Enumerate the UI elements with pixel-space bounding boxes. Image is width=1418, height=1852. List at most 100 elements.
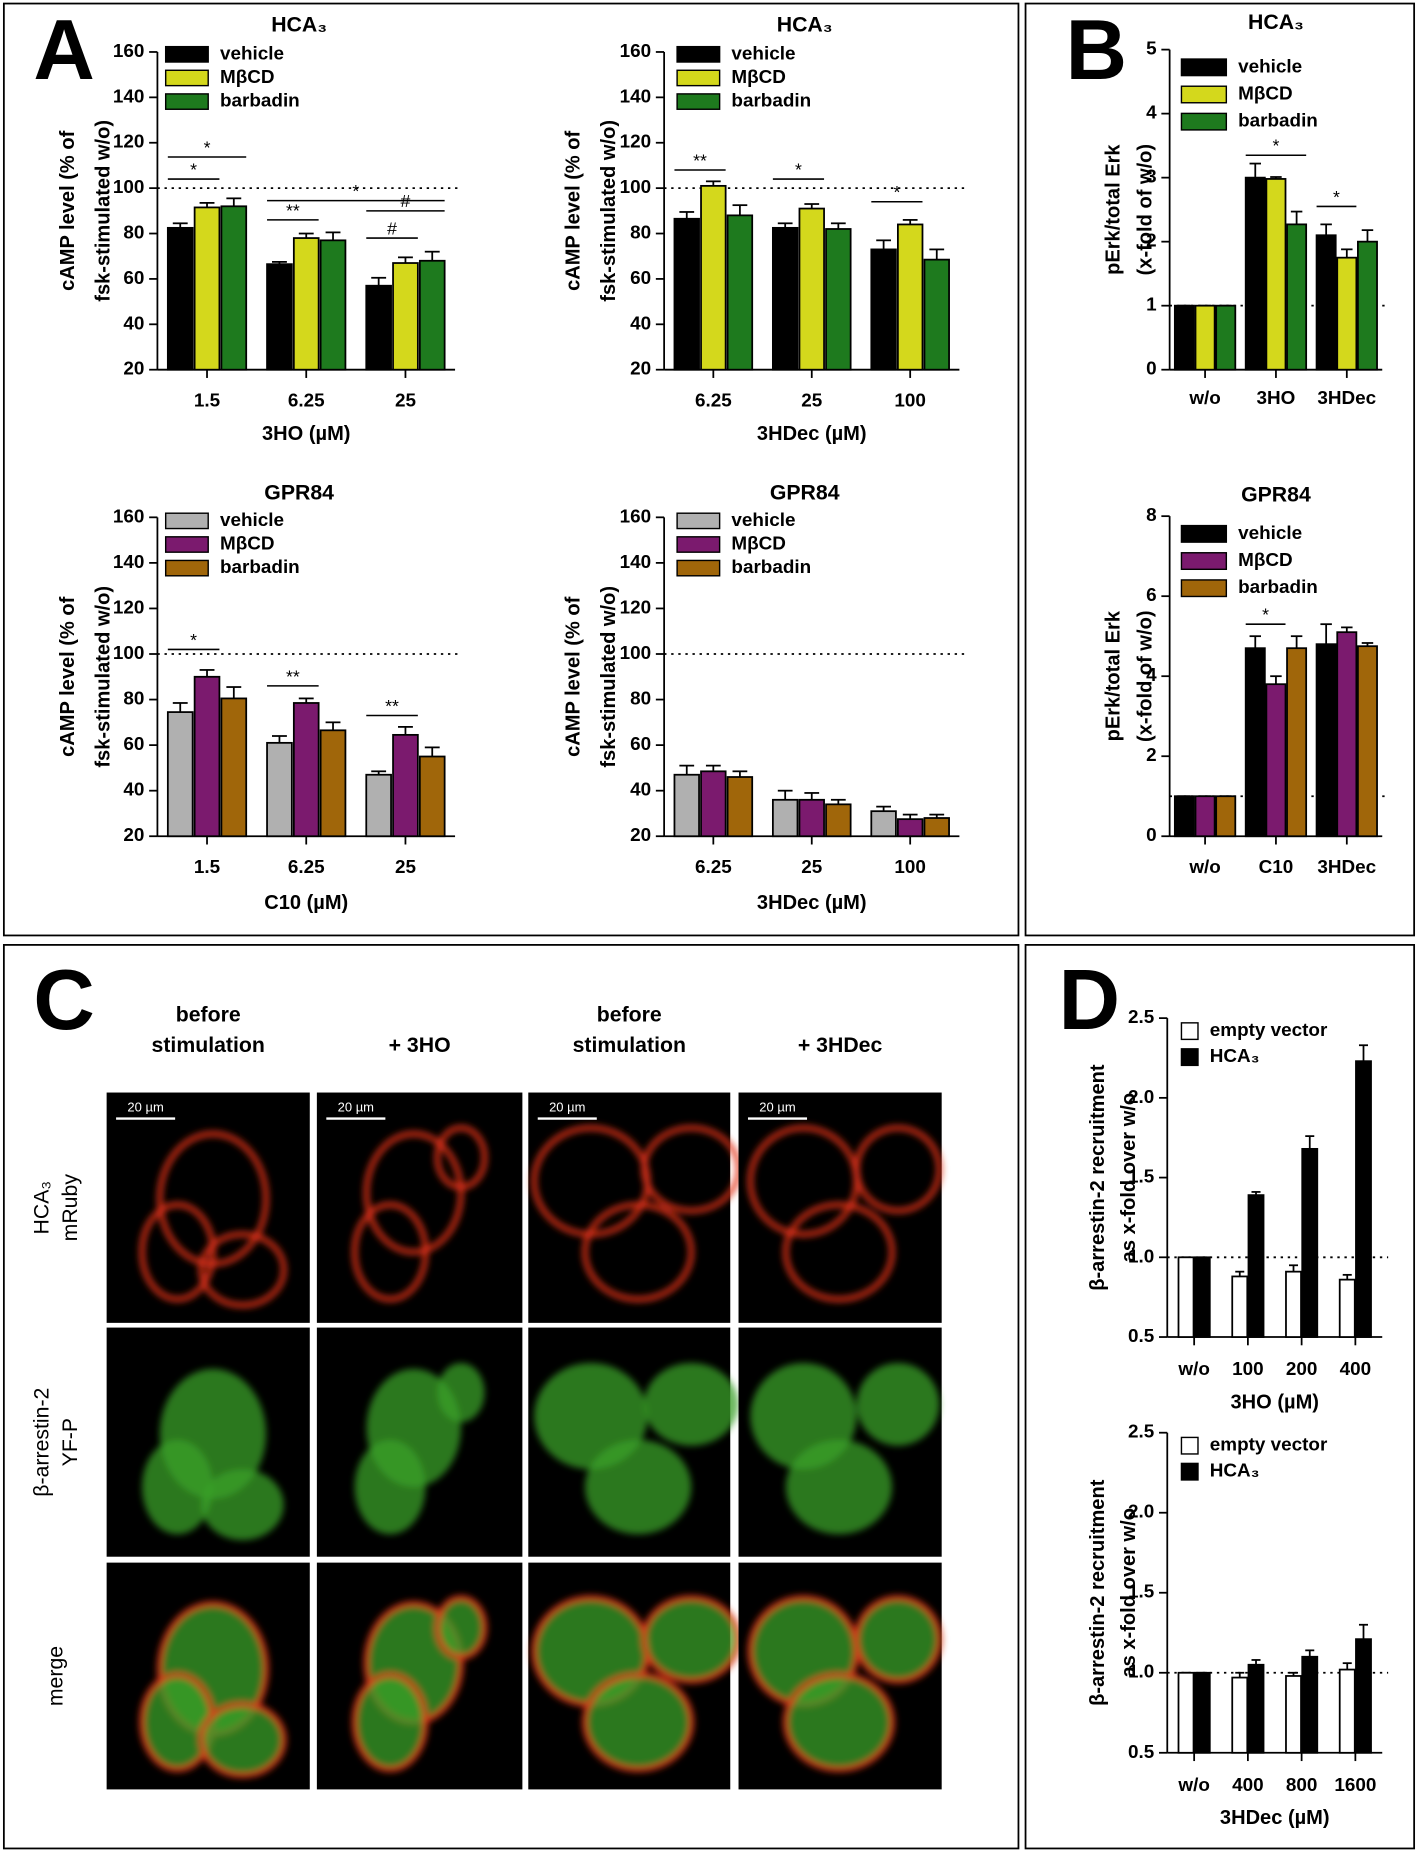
bar	[319, 239, 347, 371]
bar	[1285, 1270, 1302, 1338]
y-tick-label: 100	[113, 177, 144, 198]
y-tick-label: 40	[123, 313, 144, 334]
bar	[1244, 647, 1266, 838]
y-tick-label: 100	[620, 177, 652, 198]
significance-label: **	[693, 150, 707, 170]
cell	[354, 1439, 426, 1535]
bar	[392, 733, 419, 838]
y-tick-label: 120	[113, 132, 144, 153]
cell-membrane	[782, 1671, 896, 1773]
legend-label: MβCD	[1238, 83, 1293, 104]
y-tick-label: 160	[113, 506, 144, 527]
legend-swatch	[1180, 579, 1228, 598]
legend-swatch	[676, 69, 721, 87]
x-axis-label: 3HO (µM)	[262, 423, 350, 445]
y-tick-label: 20	[630, 825, 651, 846]
y-tick-label: 6	[1146, 585, 1157, 606]
y-tick-label: 20	[630, 359, 651, 380]
x-tick-label: 25	[801, 857, 822, 878]
chart-title: HCA₃	[1248, 10, 1304, 34]
bar	[798, 207, 825, 371]
panel-label: A	[33, 3, 94, 98]
significance-label: **	[385, 696, 399, 716]
x-tick-label: w/o	[1177, 1775, 1209, 1796]
bar	[870, 248, 897, 371]
significance-label: *	[1262, 605, 1269, 625]
bar	[1194, 304, 1216, 371]
x-tick-label: 6.25	[288, 391, 325, 412]
bar	[1265, 683, 1287, 838]
legend-label: barbadin	[220, 557, 300, 578]
y-tick-label: 0	[1146, 359, 1157, 380]
bar	[193, 206, 221, 371]
y-tick-label: 100	[620, 643, 652, 664]
bar	[700, 184, 727, 371]
y-tick-label: 1.5	[1128, 1167, 1154, 1188]
legend-swatch	[676, 536, 721, 553]
column-header: + 3HDec	[798, 1033, 883, 1057]
row-label: merge	[44, 1646, 68, 1706]
x-tick-label: 100	[894, 391, 926, 412]
legend-label: HCA₃	[1210, 1046, 1260, 1067]
cell	[354, 1674, 426, 1770]
y-tick-label: 0	[1146, 825, 1157, 846]
legend-swatch	[676, 512, 721, 530]
x-tick-label: 1.5	[194, 391, 220, 412]
legend-swatch	[164, 536, 209, 553]
bar	[418, 755, 446, 838]
scale-bar-label: 20 µm	[549, 1099, 585, 1114]
bar	[673, 773, 700, 838]
legend-label: MβCD	[731, 533, 786, 554]
legend-label: vehicle	[731, 510, 795, 531]
y-tick-label: 1.0	[1128, 1662, 1154, 1683]
bar	[1355, 1060, 1372, 1338]
significance-label: *	[795, 159, 802, 179]
y-tick-label: 2.5	[1128, 1422, 1154, 1443]
bar	[292, 237, 320, 371]
scale-bar-label: 20 µm	[338, 1099, 374, 1114]
cell	[584, 1439, 692, 1535]
bar	[1193, 1256, 1211, 1338]
bar	[1338, 1668, 1356, 1754]
legend-label: barbadin	[731, 91, 811, 112]
chart-title: HCA₃	[271, 13, 327, 37]
bar	[166, 226, 194, 371]
bar	[1177, 1671, 1195, 1754]
bar	[870, 810, 897, 838]
y-tick-label: 4	[1146, 103, 1157, 124]
y-tick-label: 5	[1146, 39, 1157, 60]
cells	[142, 1368, 284, 1541]
legend-swatch	[164, 559, 209, 577]
y-axis-label: fsk-stimulated w/o)	[598, 586, 620, 768]
row-label: β-arrestin-2	[29, 1388, 53, 1497]
cell	[437, 1363, 485, 1423]
bar	[896, 818, 924, 838]
legend-swatch	[164, 93, 209, 110]
significance-label: #	[401, 191, 411, 211]
bar	[798, 798, 825, 838]
legend-swatch	[1180, 85, 1228, 104]
bar	[1173, 795, 1195, 838]
bar	[418, 259, 446, 371]
legend-swatch	[164, 69, 209, 87]
bar	[771, 798, 799, 838]
cell-membrane	[198, 1231, 287, 1309]
bar	[923, 258, 950, 371]
y-axis-label: as x-fold over w/o	[1118, 1093, 1140, 1262]
bar	[1286, 647, 1308, 838]
bar	[726, 214, 754, 371]
x-tick-label: w/o	[1188, 388, 1220, 409]
scale-bar-label: 20 µm	[127, 1099, 163, 1114]
cell	[534, 1363, 648, 1470]
y-tick-label: 40	[123, 780, 144, 801]
cell-membrane	[363, 1130, 464, 1255]
bar	[292, 702, 320, 838]
bar	[1194, 795, 1216, 838]
significance-label: *	[204, 137, 211, 157]
y-tick-label: 120	[620, 597, 652, 618]
cell	[856, 1363, 940, 1446]
bar	[1285, 1675, 1302, 1754]
bar	[319, 729, 347, 838]
y-axis-label: fsk-stimulated w/o)	[93, 120, 115, 302]
column-header: stimulation	[573, 1033, 686, 1057]
